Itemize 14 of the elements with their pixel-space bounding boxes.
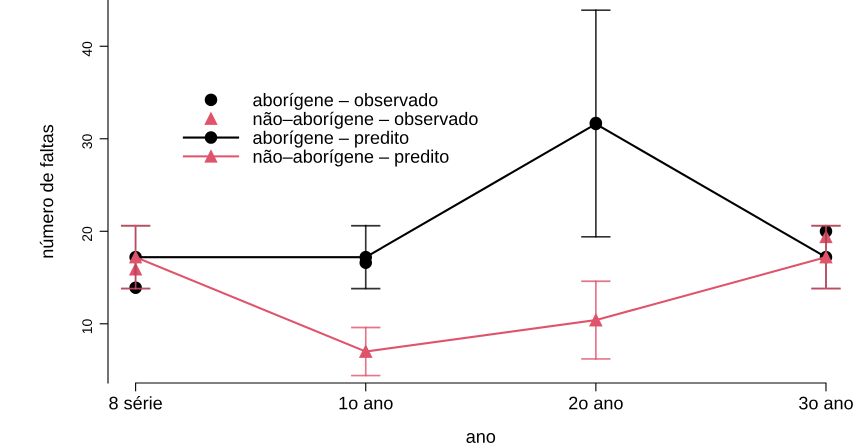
legend-label: não–aborígene – predito	[254, 149, 449, 166]
y-tick-label: 30	[82, 134, 92, 149]
x-axis-title: ano	[466, 433, 496, 443]
legend-label: aborígene – observado	[253, 92, 438, 110]
x-tick-label: 1o ano	[340, 396, 393, 410]
y-axis-title: número de faltas	[40, 124, 54, 258]
x-tick-label: 3o ano	[799, 396, 853, 410]
legend-label: aborígene – predito	[253, 130, 408, 148]
x-tick-label: 8 série	[109, 396, 162, 410]
x-tick-label: 2o ano	[569, 396, 623, 410]
legend-label: não–aborígene – observado	[254, 112, 478, 129]
y-tick-label: 40	[82, 42, 92, 56]
y-tick-label: 10	[82, 319, 92, 334]
y-tick-label: 20	[82, 226, 92, 241]
